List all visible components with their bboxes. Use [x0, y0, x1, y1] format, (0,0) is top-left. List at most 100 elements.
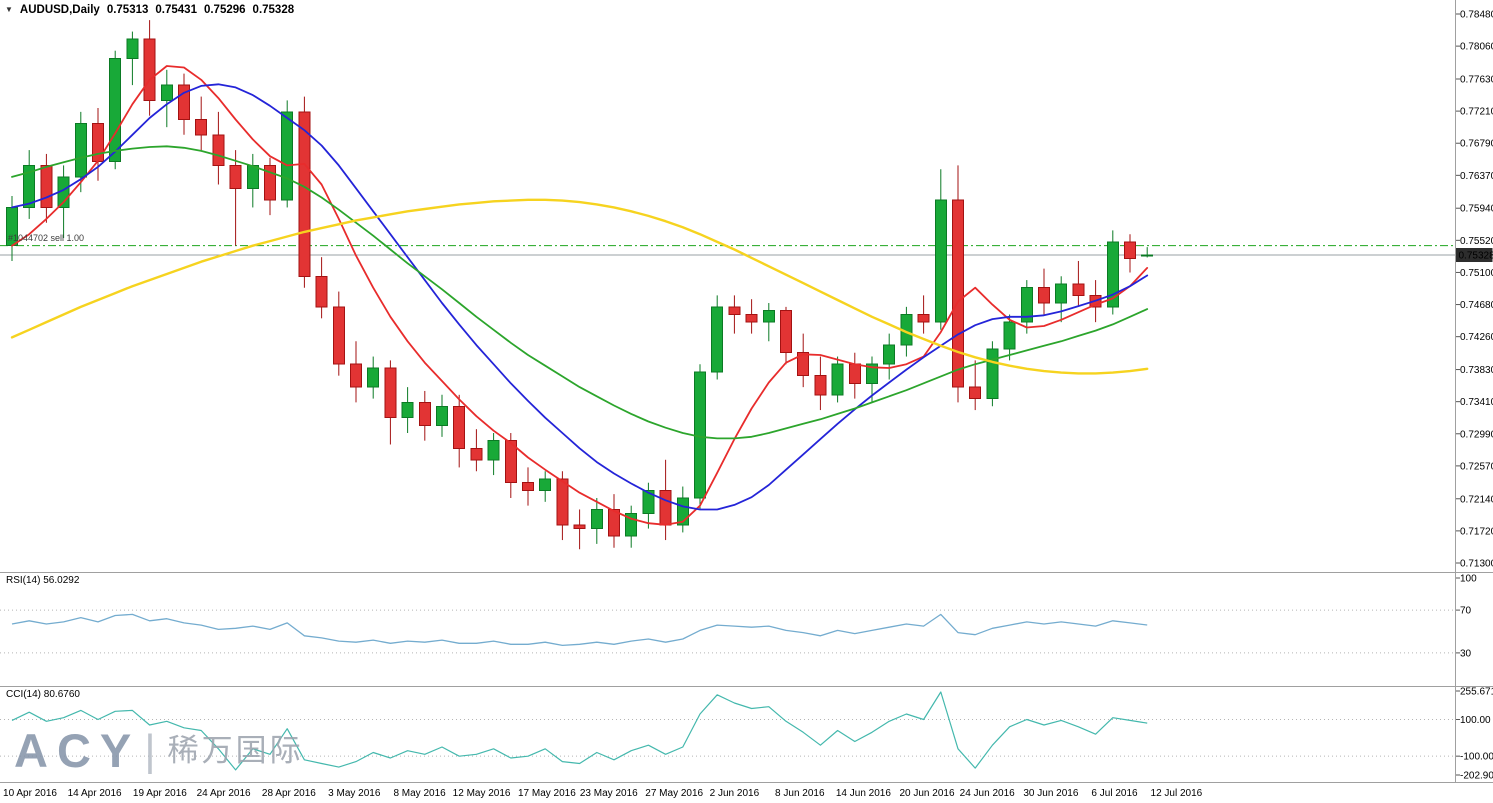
date-tick-label: 2 Jun 2016 — [710, 788, 760, 799]
price-tick-label: 0.72570 — [1460, 461, 1493, 472]
candle-down — [1072, 283, 1085, 296]
cci-tick-label: 100.00 — [1460, 715, 1491, 726]
date-tick-label: 12 May 2016 — [453, 788, 511, 799]
price-tick-label: 0.74260 — [1460, 332, 1493, 343]
price-tick-label: 0.75940 — [1460, 204, 1493, 215]
candle-down — [315, 275, 328, 308]
candle-down — [952, 199, 964, 388]
ohlc-open: 0.75313 — [106, 4, 149, 16]
date-tick-label: 8 Jun 2016 — [775, 788, 825, 799]
price-tick-label: 0.72140 — [1460, 494, 1493, 505]
candle-up — [883, 344, 896, 365]
candle-down — [1038, 287, 1050, 304]
ohlc-close: 0.75328 — [252, 4, 295, 16]
date-tick-label: 6 Jul 2016 — [1091, 788, 1138, 799]
candle-up — [1055, 283, 1068, 304]
candle-up — [74, 122, 87, 178]
candle-up — [590, 508, 603, 530]
candle-up — [539, 478, 552, 491]
candle-up — [762, 310, 775, 323]
candle-up — [986, 348, 999, 400]
candle-up — [934, 199, 947, 323]
candle-up — [642, 489, 655, 514]
cci-line — [11, 691, 1148, 771]
candle-up — [401, 401, 414, 419]
ohlc-high: 0.75431 — [155, 4, 197, 16]
ohlc-low: 0.75296 — [203, 4, 246, 16]
rsi-tick-label: 100 — [1460, 574, 1477, 585]
price-tag — [1456, 248, 1493, 263]
price-tick-label: 0.75100 — [1460, 268, 1493, 279]
price-tick-label: 0.73410 — [1460, 397, 1493, 408]
candle-up — [23, 164, 36, 208]
candle-up — [436, 405, 448, 426]
chart-title: ▼ AUDUSD,Daily 0.75313 0.75431 0.75296 0… — [5, 4, 294, 16]
candle-down — [178, 84, 190, 121]
date-tick-label: 14 Jun 2016 — [836, 788, 891, 799]
cci-indicator-label: CCI(14) 80.6760 — [6, 689, 80, 700]
rsi-tick-label: 30 — [1460, 648, 1472, 659]
price-panel[interactable] — [0, 0, 1455, 572]
candle-down — [556, 478, 569, 526]
rsi-tick-label: 70 — [1460, 606, 1472, 617]
date-tick-label: 10 Apr 2016 — [3, 788, 57, 799]
cci-tick-label: -202.905 — [1460, 771, 1493, 782]
cci-panel[interactable] — [0, 687, 1455, 782]
candle-down — [797, 352, 810, 377]
candle-up — [109, 57, 122, 163]
candle-up — [246, 164, 259, 189]
date-tick-label: 3 May 2016 — [328, 788, 381, 799]
candle-down — [332, 306, 345, 365]
candle-down — [608, 508, 620, 537]
candle-up — [281, 111, 294, 201]
date-tick-label: 17 May 2016 — [518, 788, 576, 799]
price-tick-label: 0.76790 — [1460, 139, 1493, 150]
ma-green-line — [11, 145, 1149, 440]
candle-up — [694, 371, 706, 499]
price-tick-label: 0.71300 — [1460, 559, 1493, 570]
date-tick-label: 8 May 2016 — [393, 788, 446, 799]
date-tick-label: 23 May 2016 — [580, 788, 638, 799]
candle-down — [40, 164, 53, 208]
candle-down — [264, 164, 276, 201]
rsi-indicator-label: RSI(14) 56.0292 — [6, 575, 79, 586]
candle-down — [453, 405, 466, 449]
candle-up — [126, 38, 139, 59]
price-tick-label: 0.74680 — [1460, 300, 1493, 311]
rsi-line — [11, 613, 1148, 647]
candle-up — [1106, 241, 1119, 308]
price-tick-label: 0.73830 — [1460, 365, 1493, 376]
candle-down — [195, 119, 208, 136]
candle-down — [212, 134, 225, 166]
candle-down — [1124, 241, 1136, 260]
order-line-label[interactable]: #1044702 sell 1.00 — [8, 232, 85, 243]
candle-up — [711, 306, 724, 373]
date-tick-label: 27 May 2016 — [645, 788, 703, 799]
candle-down — [573, 524, 586, 530]
candle-down — [969, 386, 982, 400]
candle-up — [1003, 321, 1016, 350]
candle-up — [367, 367, 380, 388]
candle-up — [866, 363, 878, 384]
candle-down — [745, 313, 758, 323]
date-tick-label: 19 Apr 2016 — [133, 788, 187, 799]
candle-up — [676, 497, 689, 526]
ma-red-line — [11, 65, 1149, 526]
date-tick-label: 12 Jul 2016 — [1151, 788, 1203, 799]
price-tick-label: 0.78480 — [1460, 10, 1493, 21]
rsi-name: RSI(14) — [6, 575, 41, 586]
candle-up — [487, 440, 500, 461]
cci-tick-label: 255.6713 — [1460, 687, 1493, 698]
ma-blue-line — [11, 83, 1149, 511]
date-tick-label: 24 Jun 2016 — [960, 788, 1015, 799]
date-tick-label: 20 Jun 2016 — [899, 788, 954, 799]
price-tick-label: 0.75520 — [1460, 236, 1493, 247]
cci-value: 80.6760 — [43, 689, 80, 700]
candle-down — [780, 310, 792, 354]
price-tick-label: 0.76370 — [1460, 171, 1493, 182]
symbol-dropdown-arrow[interactable]: ▼ — [5, 4, 13, 14]
price-tick-label: 0.78060 — [1460, 42, 1493, 53]
candle-down — [143, 38, 156, 101]
